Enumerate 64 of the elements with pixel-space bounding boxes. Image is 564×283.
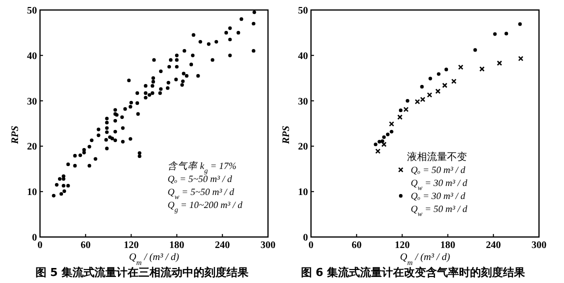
annotation: 含气率 k$_{g}$ = 17% [168,160,236,175]
x-tick-label: 60 [80,240,91,251]
point [442,82,448,88]
point [451,78,457,84]
y-tick-label: 40 [27,50,37,62]
point [518,22,522,26]
point [380,139,384,144]
x-tick-label: 300 [260,240,276,251]
y-tick-label: 30 [298,96,308,108]
x-tick-label: 300 [532,240,546,251]
text: 图 5 集流式流量计在三相流动中的刻度结果 [35,266,250,279]
y-tick-label: 50 [27,6,37,16]
y-axis-title: RPS [10,125,21,146]
y-tick-label: 20 [27,142,37,153]
point [473,48,477,52]
x-tick-label: 120 [124,240,139,251]
point [493,32,497,36]
x-axis-title: Q$_{m}$ / (m³ / d) [128,252,180,266]
text: 图 6 集流式流量计在改变含气率时的刻度结果 [300,266,526,279]
x-tick-label: 240 [214,240,230,251]
point [435,88,441,94]
point [406,99,410,103]
y-tick-label: 20 [298,142,308,153]
point [397,114,403,120]
point [436,72,440,76]
point [381,142,387,148]
y-tick-label: 30 [27,96,37,108]
point [375,148,381,154]
point [403,106,409,112]
y-tick-label: 0 [303,232,308,244]
point [382,135,386,139]
point [388,121,394,127]
y-tick-label: 40 [298,50,308,62]
x-tick-label: 180 [440,240,456,251]
x-tick-label: 180 [169,240,184,251]
x-tick-label: 60 [352,240,362,251]
point [479,66,485,72]
y-tick-label: 50 [298,6,308,16]
x-axis-title: Q$_{m}$ / (m³ / d) [400,252,451,266]
point [458,64,464,70]
annotation: Qₒ = 5~50 m³ / d [168,174,232,185]
legend-label: Qₒ = 50 m³ / d Q$_{w}$ = 30 m³ / d [410,166,468,192]
x-tick-label: 240 [486,240,501,251]
point [496,60,502,66]
point [444,68,448,72]
point [428,76,432,80]
point [390,130,394,134]
point [374,142,378,146]
annotation: Q$_{w}$ = 5~50 m³ / d [168,188,234,201]
point [378,140,382,144]
y-tick-label: 10 [298,187,308,198]
y-axis-title: RPS [281,125,292,146]
point [518,56,524,62]
legend-title: 液相流量不变 [406,150,467,163]
x-tick-label: 120 [394,240,410,251]
annotation: Q$_{g}$ = 10~200 m³ / d [168,200,243,214]
legend-label: Qₒ = 30 m³ / d Q$_{w}$ = 50 m³ / d [410,192,468,218]
point [426,92,432,98]
point [420,84,424,89]
point [386,132,390,136]
point [504,32,508,36]
y-tick-label: 10 [27,187,37,198]
y-tick-label: 0 [32,232,37,244]
point [398,108,402,112]
